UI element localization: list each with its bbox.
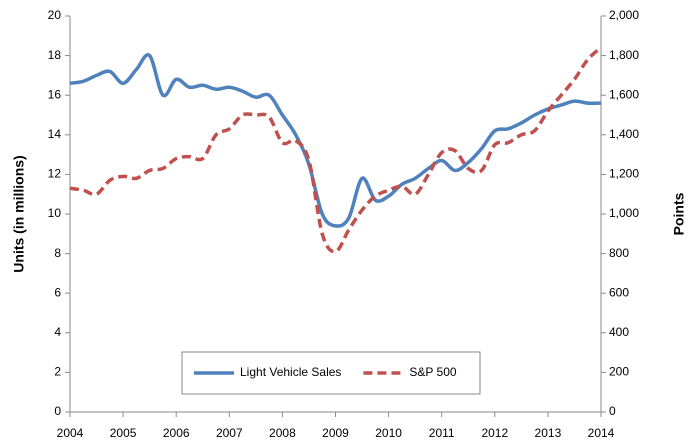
x-tick-label: 2006 xyxy=(163,426,190,440)
legend-label: S&P 500 xyxy=(409,365,456,379)
y2-tick-label: 1,800 xyxy=(609,48,639,62)
y2-tick-label: 1,000 xyxy=(609,206,639,220)
x-tick-label: 2004 xyxy=(57,426,84,440)
x-tick-label: 2008 xyxy=(269,426,296,440)
y-tick-label: 10 xyxy=(48,206,62,220)
x-tick-label: 2013 xyxy=(535,426,562,440)
y-tick-label: 20 xyxy=(48,8,62,22)
y-tick-label: 0 xyxy=(54,404,61,418)
y2-axis-title: Points xyxy=(671,192,687,235)
y-tick-label: 2 xyxy=(54,365,61,379)
x-tick-label: 2014 xyxy=(588,426,615,440)
y-tick-label: 16 xyxy=(48,87,62,101)
x-tick-label: 2012 xyxy=(481,426,508,440)
series-line xyxy=(69,46,603,254)
y2-tick-label: 1,600 xyxy=(609,87,639,101)
legend-label: Light Vehicle Sales xyxy=(240,365,341,379)
y-tick-label: 18 xyxy=(48,48,62,62)
y-tick-label: 12 xyxy=(48,167,62,181)
y-axis-title: Units (in millions) xyxy=(11,155,27,272)
y2-tick-label: 200 xyxy=(609,365,629,379)
x-tick-label: 2010 xyxy=(375,426,402,440)
y2-tick-label: 600 xyxy=(609,285,629,299)
y2-tick-label: 2,000 xyxy=(609,8,639,22)
y-tick-label: 4 xyxy=(54,325,61,339)
y2-tick-label: 1,200 xyxy=(609,167,639,181)
y2-tick-label: 1,400 xyxy=(609,127,639,141)
series-line xyxy=(69,53,602,228)
y-tick-label: 14 xyxy=(48,127,62,141)
x-tick-label: 2005 xyxy=(110,426,137,440)
y-tick-label: 8 xyxy=(54,246,61,260)
y-tick-label: 6 xyxy=(54,285,61,299)
y2-tick-label: 400 xyxy=(609,325,629,339)
x-tick-label: 2009 xyxy=(322,426,349,440)
y2-tick-label: 0 xyxy=(609,404,616,418)
y2-tick-label: 800 xyxy=(609,246,629,260)
x-tick-label: 2011 xyxy=(429,426,455,440)
x-tick-label: 2007 xyxy=(216,426,243,440)
